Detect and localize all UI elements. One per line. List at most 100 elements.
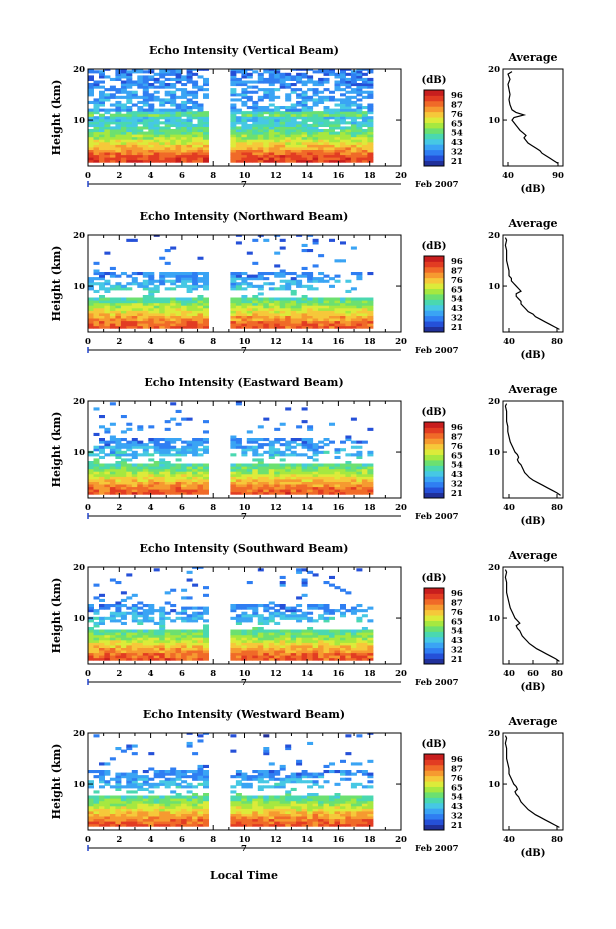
heatmap-cell <box>235 310 242 314</box>
heatmap-cell <box>296 632 303 636</box>
heatmap-cell <box>104 616 111 620</box>
heatmap-cell <box>164 83 171 87</box>
heatmap-cell <box>230 282 237 286</box>
heatmap-cell <box>246 440 253 444</box>
heatmap-cell <box>120 821 127 825</box>
heatmap-cell <box>241 606 248 610</box>
heatmap-cell <box>246 484 253 488</box>
heatmap-cell <box>285 108 292 112</box>
heatmap-cell <box>197 795 204 799</box>
heatmap-cell <box>192 473 199 477</box>
heatmap-cell <box>296 644 303 648</box>
heatmap-cell <box>148 468 155 472</box>
heatmap-cell <box>88 489 94 493</box>
heatmap-cell <box>279 823 286 827</box>
heatmap-cell <box>268 473 275 477</box>
heatmap-cell <box>345 468 352 472</box>
heatmap-cell <box>197 770 204 774</box>
heatmap-cell <box>120 80 127 84</box>
heatmap-cell <box>241 111 248 115</box>
heatmap-cell <box>296 810 303 814</box>
heatmap-cell <box>192 284 199 288</box>
colorbar-swatch <box>424 138 444 145</box>
heatmap-cell <box>137 100 144 104</box>
heatmap-cell <box>186 798 193 802</box>
colorbar-swatch <box>424 304 444 311</box>
heatmap-cell <box>104 427 111 431</box>
heatmap-cell <box>241 445 248 449</box>
heatmap-cell <box>252 134 259 138</box>
heatmap-cell <box>170 808 177 812</box>
heatmap-cell <box>164 300 171 304</box>
heatmap-cell <box>115 307 122 311</box>
heatmap-cell <box>115 787 122 791</box>
heatmap-cell <box>164 491 171 495</box>
heatmap-cell <box>301 491 308 495</box>
heatmap-cell <box>131 481 138 485</box>
heatmap-cell <box>93 80 100 84</box>
heatmap-cell <box>268 320 275 324</box>
heatmap-cell <box>241 146 248 150</box>
heatmap-cell <box>257 453 264 457</box>
heatmap-cell <box>274 650 281 654</box>
heatmap-cell <box>296 777 303 781</box>
heatmap-cell <box>340 131 346 135</box>
heatmap-cell <box>340 118 346 122</box>
heatmap-cell <box>356 468 363 472</box>
heatmap-cell <box>268 108 275 112</box>
heatmap-cell <box>115 652 122 656</box>
heatmap-cell <box>246 471 253 475</box>
heatmap-cell <box>142 279 149 283</box>
heatmap-cell <box>252 80 259 84</box>
heatmap-cell <box>137 315 144 319</box>
heatmap-cell <box>137 300 144 304</box>
heatmap-cell <box>203 141 209 145</box>
heatmap-cell <box>164 121 171 125</box>
heatmap-cell <box>367 323 374 327</box>
heatmap-cell <box>241 652 248 656</box>
heatmap-cell <box>126 805 133 809</box>
heatmap-cell <box>93 629 100 633</box>
heatmap-cell <box>93 154 100 158</box>
heatmap-cell <box>345 279 352 283</box>
heatmap-cell <box>323 157 330 161</box>
heatmap-cell <box>367 93 374 97</box>
heatmap-cell <box>120 144 127 148</box>
heatmap-cell <box>329 154 335 158</box>
colorbar-tick-label: 21 <box>451 655 463 665</box>
heatmap-cell <box>115 609 122 613</box>
heatmap-cell <box>109 803 116 807</box>
x-tick-label: 16 <box>332 171 344 181</box>
heatmap-cell <box>153 818 160 822</box>
heatmap-cell <box>170 782 177 786</box>
heatmap-cell <box>296 129 303 133</box>
heatmap-cell <box>131 800 138 804</box>
heatmap-cell <box>99 123 105 127</box>
heatmap-cell <box>142 98 149 102</box>
heatmap-cell <box>104 123 111 127</box>
heatmap-cell <box>164 420 171 424</box>
heatmap-cell <box>323 652 330 656</box>
heatmap-cell <box>203 813 209 817</box>
heatmap-cell <box>361 642 368 646</box>
heatmap-cell <box>175 803 182 807</box>
heatmap-cell <box>197 111 204 115</box>
heatmap-cell <box>350 154 357 158</box>
heatmap-cell <box>99 644 105 648</box>
heatmap-cell <box>307 606 314 610</box>
heatmap-cell <box>192 113 199 117</box>
heatmap-cell <box>88 491 94 495</box>
heatmap-cell <box>109 272 116 276</box>
heatmap-cell <box>285 113 292 117</box>
heatmap-cell <box>279 75 286 79</box>
heatmap-cell <box>153 279 160 283</box>
heatmap-cell <box>197 767 204 771</box>
heatmap-cell <box>329 609 335 613</box>
heatmap-cell <box>307 619 314 623</box>
heatmap-cell <box>153 116 160 120</box>
heatmap-cell <box>274 818 281 822</box>
heatmap-cell <box>109 320 116 324</box>
heatmap-cell <box>257 141 264 145</box>
heatmap-cell <box>93 300 100 304</box>
heatmap-cell <box>88 627 94 631</box>
